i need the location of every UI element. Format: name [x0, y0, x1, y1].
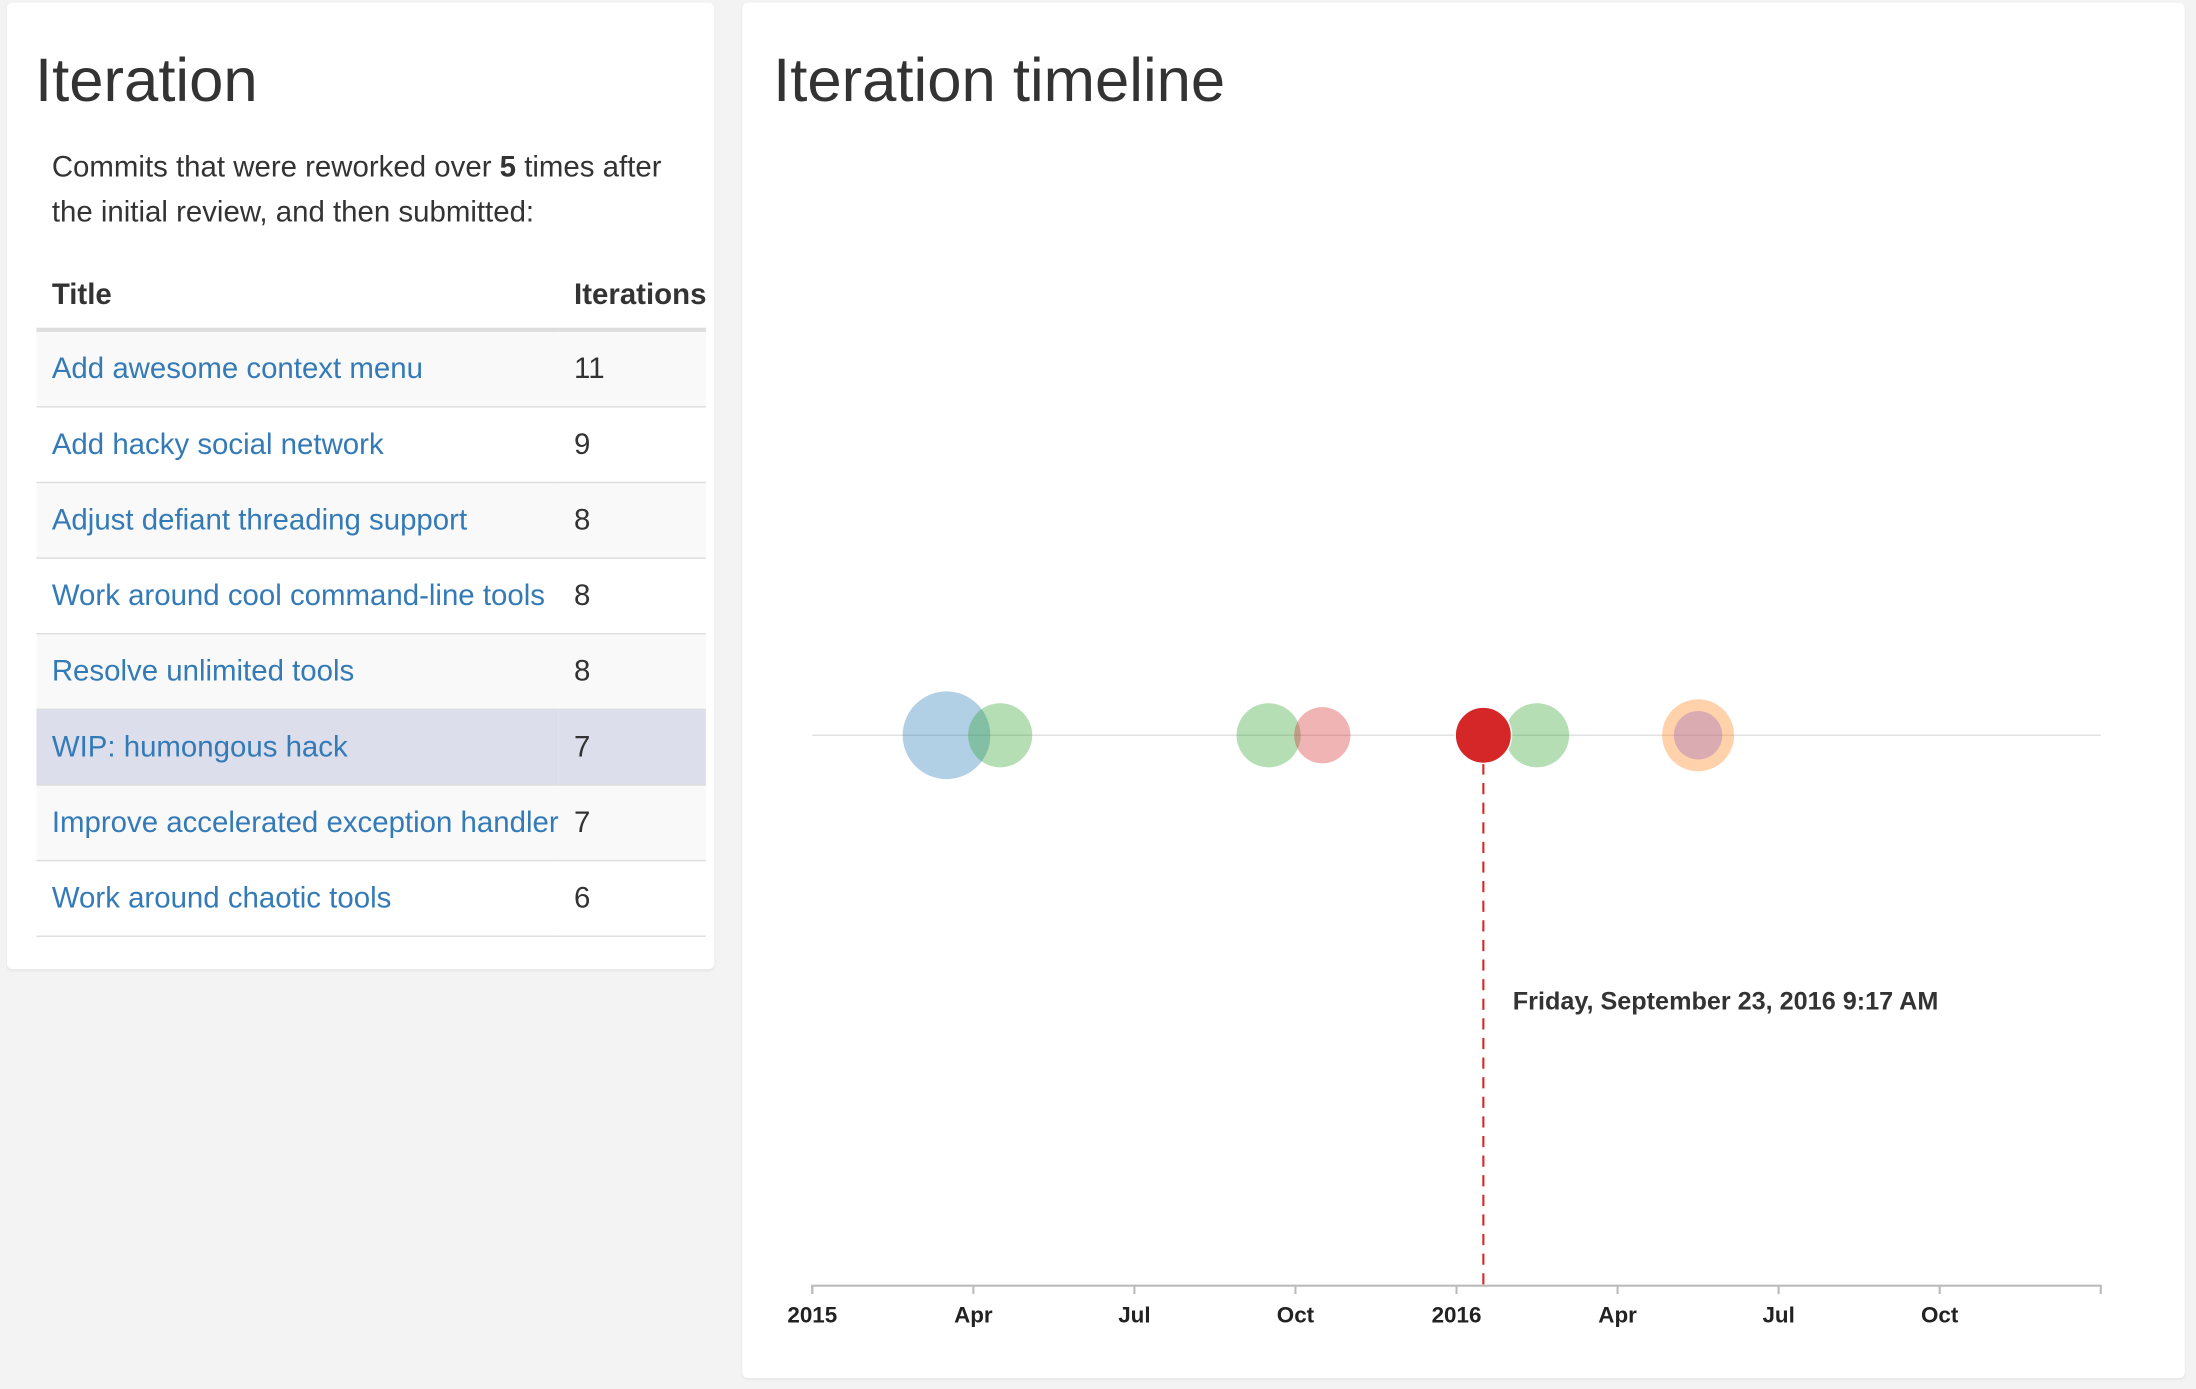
- bubble[interactable]: [1673, 711, 1723, 760]
- table-row[interactable]: Improve accelerated exception handler 7: [36, 784, 707, 862]
- bubble[interactable]: [1662, 699, 1735, 772]
- description-text: times after the initial review, and then…: [51, 151, 662, 229]
- bubble[interactable]: [1294, 707, 1351, 764]
- x-tick-label: 2015: [787, 1302, 837, 1327]
- title-cell: WIP: humongous hack: [36, 709, 559, 786]
- title-cell: Add hacky social network: [36, 406, 559, 484]
- commit-link[interactable]: Adjust defiant threading support: [51, 503, 468, 536]
- iterations-cell: 9: [558, 406, 707, 484]
- x-tick-label: Jul: [1118, 1302, 1150, 1327]
- table-row[interactable]: Adjust defiant threading support 8: [36, 482, 707, 559]
- x-tick-label: Oct: [1277, 1302, 1315, 1327]
- iterations-cell: 11: [558, 329, 707, 408]
- bubble[interactable]: [1504, 703, 1570, 768]
- iterations-cell: 8: [558, 558, 707, 635]
- commit-link[interactable]: Add awesome context menu: [51, 352, 423, 385]
- title-cell: Work around chaotic tools: [36, 860, 559, 937]
- column-header: Iterations: [558, 263, 707, 332]
- iterations-cell: 7: [558, 709, 707, 786]
- timeline-panel: [742, 2, 2185, 1379]
- commit-link[interactable]: Add hacky social network: [51, 427, 384, 461]
- title-cell: Resolve unlimited tools: [36, 633, 559, 711]
- column-header: Title: [36, 263, 559, 332]
- chart-title: Iteration timeline: [773, 46, 1226, 115]
- panel-title: Iteration: [35, 46, 258, 115]
- table-row[interactable]: Resolve unlimited tools 8: [36, 633, 707, 711]
- commit-link[interactable]: Work around cool command-line tools: [51, 579, 545, 612]
- x-tick-label: Apr: [1598, 1302, 1637, 1327]
- iterations-cell: 7: [558, 784, 707, 862]
- title-cell: Improve accelerated exception handler: [36, 784, 559, 862]
- commit-link[interactable]: Work around chaotic tools: [51, 881, 392, 914]
- title-cell: Work around cool command-line tools: [36, 558, 559, 635]
- table-row[interactable]: Work around cool command-line tools 8: [36, 558, 707, 635]
- table-row[interactable]: Work around chaotic tools 6: [36, 860, 707, 937]
- bubble[interactable]: [1236, 703, 1301, 768]
- description: Commits that were reworked over 5 times …: [52, 146, 675, 236]
- commit-table: Title Iterations Add awesome context men…: [36, 263, 707, 937]
- annotation: Friday, September 23, 2016 9:17 AM: [1513, 987, 1939, 1015]
- table-row[interactable]: Add awesome context menu 11: [36, 329, 707, 408]
- iterations-cell: 8: [558, 482, 707, 559]
- table-row[interactable]: WIP: humongous hack 7: [36, 709, 707, 786]
- bubble[interactable]: [1454, 706, 1513, 765]
- x-tick-label: Jul: [1762, 1302, 1794, 1327]
- threshold: 5: [499, 151, 517, 184]
- x-tick-label: Apr: [954, 1302, 993, 1327]
- iterations-cell: 8: [558, 633, 707, 711]
- commit-link[interactable]: Resolve unlimited tools: [51, 654, 355, 687]
- iterations-cell: 6: [558, 860, 707, 937]
- title-cell: Add awesome context menu: [36, 329, 559, 408]
- commit-link[interactable]: WIP: humongous hack: [51, 730, 348, 763]
- bubble[interactable]: [902, 691, 991, 780]
- x-tick-label: Oct: [1921, 1302, 1959, 1327]
- bubble[interactable]: [968, 703, 1033, 768]
- table-row[interactable]: Add hacky social network 9: [36, 406, 707, 484]
- description-text: Commits that were reworked over: [51, 151, 492, 184]
- commit-link[interactable]: Improve accelerated exception handler: [51, 805, 559, 839]
- x-tick-label: 2016: [1432, 1302, 1482, 1327]
- title-cell: Adjust defiant threading support: [36, 482, 559, 559]
